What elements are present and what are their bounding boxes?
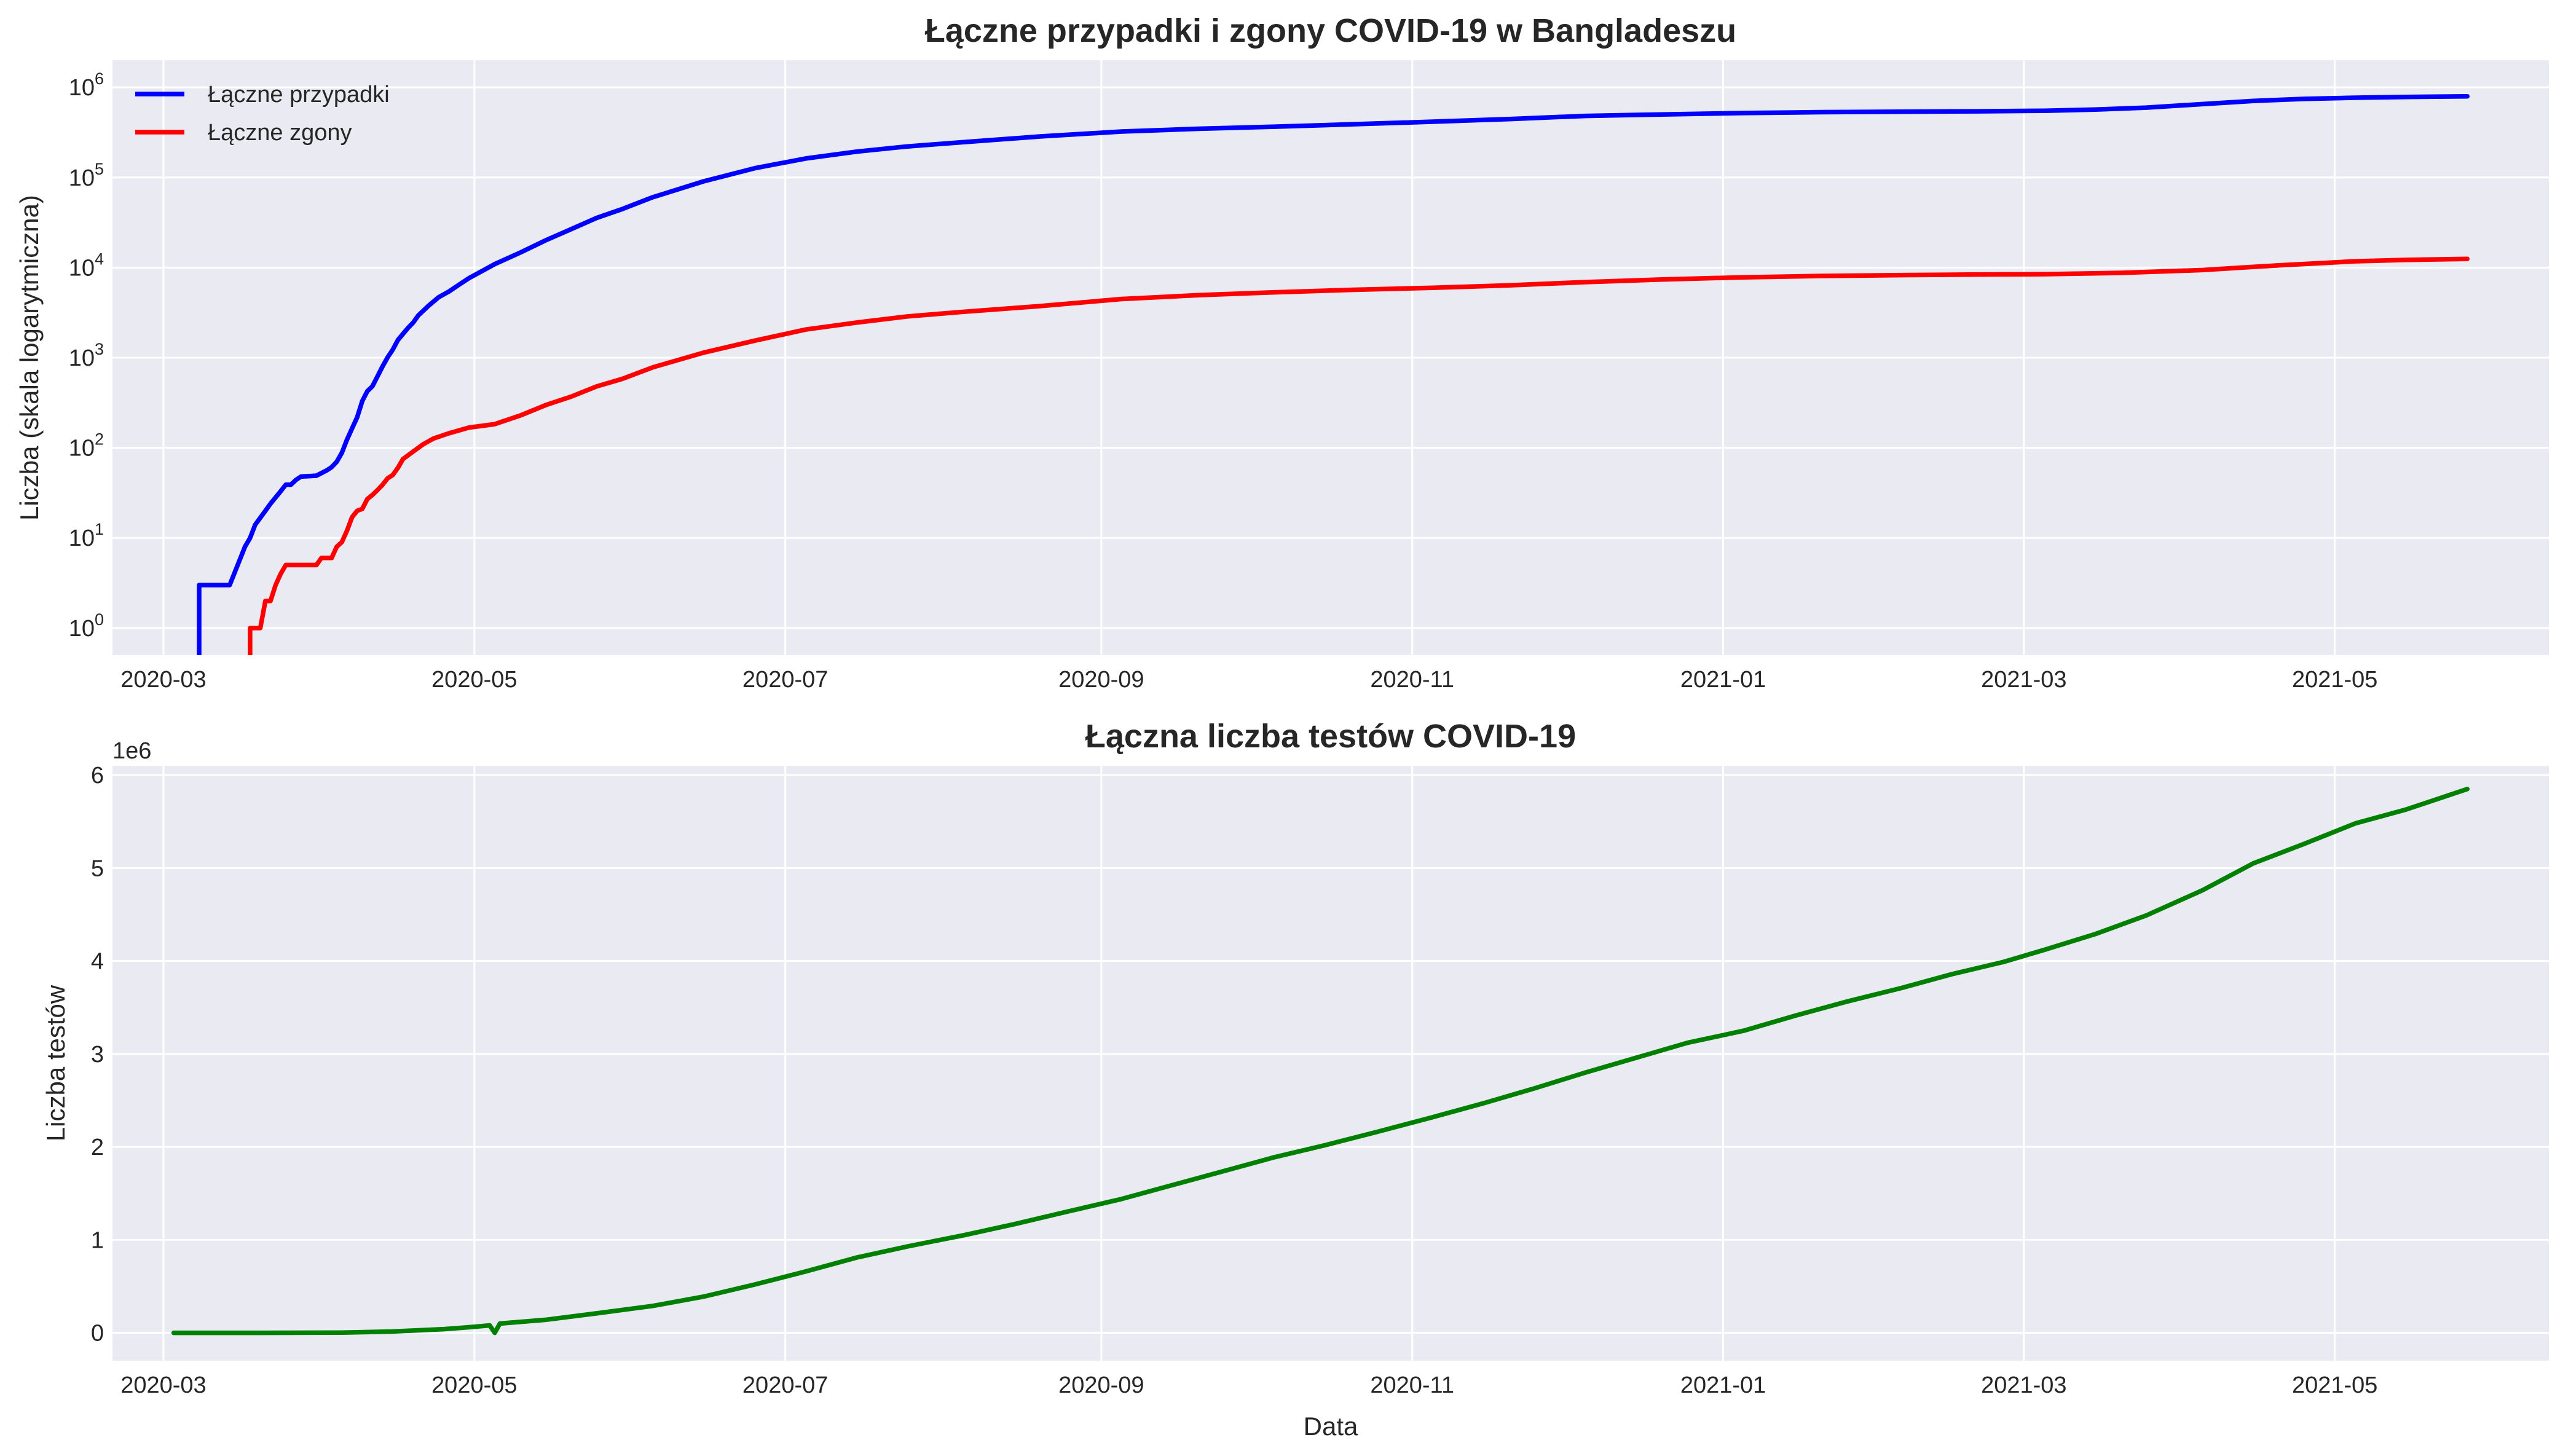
x-tick-labels: 2020-03 2020-05 2020-07 2020-09 2020-11 2021-… (120, 667, 2377, 693)
series-lines (171, 787, 2470, 1336)
x-tick-label: 2020-05 (431, 1372, 517, 1398)
chart-title: Łączna liczba testów COVID-19 (1085, 718, 1576, 755)
y-tick-base: 10 (69, 165, 95, 191)
series-line-0 (171, 787, 2470, 1336)
x-tick-label: 2020-07 (742, 1372, 828, 1398)
x-tick-label: 2020-03 (120, 1372, 206, 1398)
y-tick-base: 10 (69, 616, 95, 642)
chart-title: Łączne przypadki i zgony COVID-19 w Bang… (925, 12, 1736, 49)
x-tick-label: 2020-09 (1058, 667, 1144, 693)
y-tick-label: 106 (69, 69, 104, 101)
y-tick-label: 105 (69, 160, 104, 191)
y-tick-label: 3 (91, 1042, 104, 1068)
y-tick-label: 102 (69, 430, 104, 462)
x-tick-label: 2020-07 (742, 667, 828, 693)
x-tick-label: 2020-09 (1058, 1372, 1144, 1398)
y-tick-base: 10 (69, 75, 95, 101)
x-tick-label: 2021-01 (1680, 667, 1766, 693)
y-tick-label: 103 (69, 340, 104, 371)
y-tick-exponent: 0 (95, 610, 104, 629)
y-tick-label: 5 (91, 856, 104, 881)
grid-lines (112, 60, 2549, 655)
y-tick-exponent: 6 (95, 69, 104, 88)
x-axis-label: Data (1304, 1412, 1358, 1441)
series-line-1 (248, 256, 2470, 655)
plot-background (112, 766, 2549, 1361)
y-tick-base: 10 (69, 525, 95, 551)
y-tick-label: 6 (91, 763, 104, 789)
legend-label: Łączne zgony (208, 120, 352, 146)
y-axis-label: Liczba (skala logarytmiczna) (15, 195, 44, 521)
series-line-0 (197, 93, 2470, 655)
y-axis-label: Liczba testów (41, 985, 70, 1141)
y-tick-exponent: 2 (95, 430, 104, 449)
legend-label: Łączne przypadki (208, 82, 390, 108)
x-tick-label: 2020-03 (120, 667, 206, 693)
x-tick-labels: 2020-03 2020-05 2020-07 2020-09 2020-11 2021-… (120, 1372, 2377, 1398)
x-tick-label: 2020-11 (1370, 1372, 1454, 1398)
y-tick-label: 101 (69, 520, 104, 551)
y-tick-exponent: 1 (95, 520, 104, 538)
y-tick-label: 1 (91, 1227, 104, 1253)
legend: Łączne przypadki Łączne zgony (135, 82, 390, 146)
x-tick-label: 2020-05 (431, 667, 517, 693)
y-tick-labels: 0 1 2 3 4 5 6 (91, 763, 104, 1347)
y-tick-base: 10 (69, 345, 95, 371)
x-tick-label: 2020-11 (1370, 667, 1454, 693)
grid-lines (112, 766, 2549, 1361)
y-tick-label: 2 (91, 1135, 104, 1160)
series-lines (197, 93, 2470, 655)
y-offset-label: 1e6 (112, 738, 151, 764)
y-tick-exponent: 3 (95, 340, 104, 358)
x-tick-label: 2021-03 (1981, 667, 2066, 693)
y-tick-label: 100 (69, 610, 104, 642)
y-tick-exponent: 4 (95, 250, 104, 268)
y-tick-label: 104 (69, 250, 104, 281)
y-tick-label: 4 (91, 949, 104, 975)
y-tick-base: 10 (69, 436, 95, 462)
x-tick-label: 2021-01 (1680, 1372, 1766, 1398)
x-tick-label: 2021-03 (1981, 1372, 2066, 1398)
x-tick-label: 2021-05 (2292, 667, 2377, 693)
y-tick-exponent: 5 (95, 160, 104, 178)
y-tick-label: 0 (91, 1321, 104, 1347)
x-tick-label: 2021-05 (2292, 1372, 2377, 1398)
y-tick-base: 10 (69, 255, 95, 281)
